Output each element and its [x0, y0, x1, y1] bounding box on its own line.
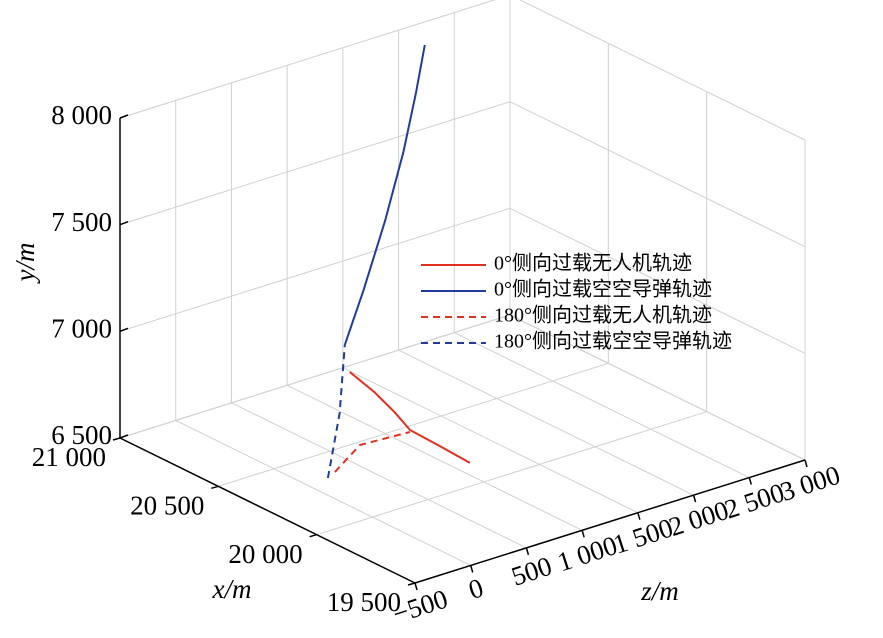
y-tick-label: 7 000: [51, 314, 112, 344]
tick-mark: [692, 494, 697, 503]
tick-mark: [211, 485, 219, 490]
z-axis-label: z/m: [640, 576, 679, 606]
tick-mark: [637, 512, 641, 520]
y-tick-label: 6 500: [51, 420, 112, 450]
axis-line: [119, 437, 416, 584]
grid-line: [119, 0, 496, 119]
grid-line: [231, 402, 527, 549]
legend-label: 0°侧向过载无人机轨迹: [494, 252, 692, 275]
trajectory: [326, 344, 346, 479]
y-tick-label: 7 500: [51, 207, 112, 237]
grid-line: [119, 314, 511, 439]
tick-mark: [407, 582, 416, 586]
trajectory: [343, 44, 426, 346]
grid-line: [454, 332, 750, 479]
grid-line: [398, 349, 694, 496]
tick-mark: [309, 533, 317, 538]
x-tick-label: 20 500: [130, 491, 204, 521]
grid-line: [175, 419, 471, 566]
tick-mark: [119, 220, 129, 226]
grid-line: [509, 314, 806, 461]
tick-mark: [112, 437, 121, 441]
grid-line: [119, 207, 511, 332]
axis-line: [414, 459, 806, 584]
legend-label: 180°侧向过载无人机轨迹: [494, 304, 712, 327]
tick-mark: [119, 114, 129, 119]
tick-mark: [414, 582, 418, 591]
trajectory: [349, 371, 471, 464]
grid-line: [119, 101, 511, 226]
grid-line: [218, 362, 609, 487]
grid-line: [316, 411, 707, 536]
grid-line: [509, 101, 806, 248]
grid-line: [286, 384, 583, 531]
x-tick-label: 20 000: [228, 539, 302, 569]
tick-mark: [469, 565, 474, 573]
legend-label: 0°侧向过载空空导弹轨迹: [494, 278, 712, 301]
legend-label: 180°侧向过载空空导弹轨迹: [494, 330, 732, 353]
grid-line: [519, 0, 806, 141]
trajectory: [334, 431, 411, 473]
x-tick-label: 21 000: [32, 442, 106, 472]
z-tick-label: 3 000: [777, 460, 844, 507]
tick-mark: [119, 327, 129, 333]
y-axis-label: y/m: [10, 243, 40, 285]
x-tick-label: 19 500: [327, 587, 401, 617]
grid-line: [342, 367, 639, 514]
tick-mark: [748, 477, 753, 485]
tick-mark: [581, 530, 585, 538]
y-tick-label: 8 000: [51, 100, 112, 130]
tick-mark: [804, 459, 808, 468]
z-tick-label: 0: [465, 572, 487, 605]
z-tick-label: 500: [508, 551, 556, 592]
tick-mark: [525, 547, 530, 556]
grid-line: [509, 207, 806, 354]
x-axis-label: x/m: [212, 574, 252, 604]
tick-mark: [119, 434, 129, 439]
